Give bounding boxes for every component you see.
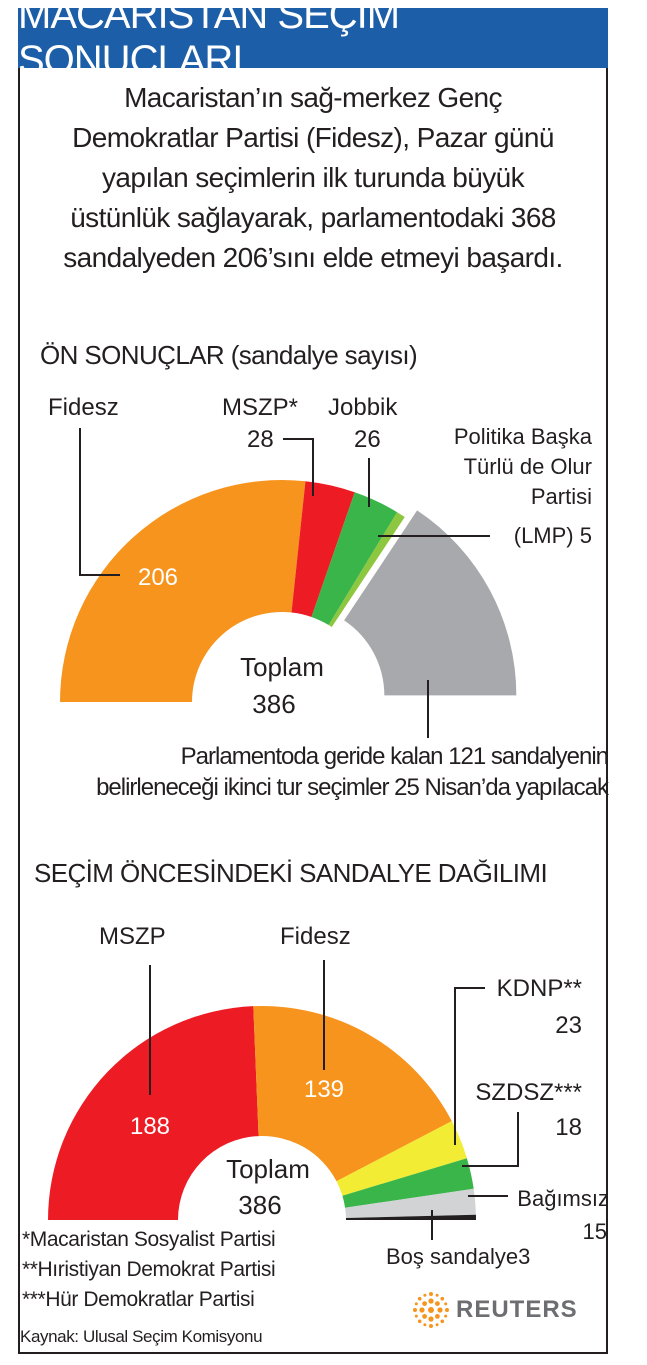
- independent-label: Bağımsız: [517, 1186, 609, 1211]
- fidesz-slice: [60, 480, 306, 702]
- vacant-label: Boş sandalye3: [386, 1244, 530, 1269]
- chart1: [60, 480, 517, 702]
- mszp2-label: MSZP: [99, 923, 166, 950]
- jobbik-label: Jobbik: [328, 394, 398, 421]
- intro-text: Macaristan’ın sağ-merkez Genç Demokratla…: [22, 78, 604, 278]
- lmp-slice: [328, 512, 405, 628]
- graphic-frame: [18, 8, 608, 1354]
- reuters-wordmark: REUTERS: [456, 1296, 578, 1323]
- lmp-label-line: Türlü de Olur: [464, 454, 592, 479]
- reuters-logo: REUTERS: [412, 1291, 578, 1329]
- vacant-slice: [345, 1214, 476, 1220]
- chart2-labels: MSZP Fidesz KDNP** 23 SZDSZ*** 18 Bağıms…: [99, 923, 609, 1269]
- kdnp-slice: [336, 1121, 467, 1196]
- kdnp-value: 23: [555, 1012, 582, 1039]
- fidesz-slice: [253, 1006, 452, 1182]
- lmp-label-line: Politika Başka: [454, 424, 593, 449]
- reuters-dots-icon: [413, 1292, 449, 1328]
- mszp-slice: [48, 1006, 259, 1220]
- mszp-leader-line: [283, 438, 314, 496]
- mszp-slice: [291, 481, 355, 617]
- lmp-label-line: Partisi: [531, 484, 592, 509]
- mszp2-value: 188: [130, 1113, 170, 1140]
- chart1-title: ÖN SONUÇLAR (sandalye sayısı): [40, 340, 418, 370]
- szdsz-value: 18: [555, 1114, 582, 1141]
- intro-line: üstünlük sağlayarak, parlamentodaki 368: [70, 202, 556, 233]
- fidesz-label: Fidesz: [48, 394, 119, 421]
- chart2-center-label: Toplam: [226, 1154, 310, 1184]
- chart1-leader-lines: [79, 428, 490, 738]
- fidesz-leader-line: [79, 428, 120, 576]
- kdnp-leader-line: [454, 987, 485, 1145]
- intro-line: sandalyeden 206’sını elde etmeyi başardı…: [63, 242, 563, 273]
- chart1-labels: Fidesz MSZP* 28 Jobbik 26 Politika Başka…: [48, 394, 611, 801]
- szdsz-leader-line: [462, 1112, 519, 1167]
- footnote: *Macaristan Sosyalist Partisi: [22, 1228, 276, 1251]
- remaining-slice: [344, 510, 517, 696]
- intro-line: Demokratlar Partisi (Fidesz), Pazar günü: [72, 122, 554, 153]
- chart1-center-label: Toplam: [240, 652, 324, 682]
- footnote: **Hıristiyan Demokrat Partisi: [22, 1258, 276, 1281]
- szdsz-label: SZDSZ***: [475, 1079, 582, 1106]
- intro-line: Macaristan’ın sağ-merkez Genç: [124, 82, 502, 113]
- chart1-note-line: Parlamentoda geride kalan 121 sandalyeni…: [181, 743, 608, 770]
- chart1-note-line: belirleneceği ikinci tur seçimler 25 Nis…: [96, 774, 610, 801]
- intro-line: yapılan seçimlerin ilk turunda büyük: [102, 162, 525, 193]
- source-credit: Kaynak: Ulusal Seçim Komisyonu: [20, 1327, 263, 1346]
- chart2-center-total: 386: [238, 1190, 281, 1220]
- mszp-label: MSZP*: [222, 394, 298, 421]
- lmp-label-line: (LMP) 5: [514, 523, 592, 548]
- jobbik-slice: [311, 492, 398, 626]
- szdsz-slice: [342, 1158, 474, 1208]
- fidesz2-value: 139: [304, 1076, 344, 1103]
- independent-value: 15: [583, 1219, 607, 1244]
- chart2: [48, 1006, 476, 1220]
- fidesz2-label: Fidesz: [280, 923, 351, 950]
- fidesz-value: 206: [138, 564, 178, 591]
- chart1-center-total: 386: [252, 689, 295, 719]
- jobbik-value: 26: [354, 426, 381, 453]
- footnotes: *Macaristan Sosyalist Partisi **Hıristiy…: [22, 1225, 276, 1315]
- kdnp-label: KDNP**: [497, 975, 582, 1002]
- chart2-title: SEÇİM ÖNCESİNDEKİ SANDALYE DAĞILIMI: [34, 858, 548, 888]
- chart2-leader-lines: [149, 960, 519, 1240]
- footnote: ***Hür Demokratlar Partisi: [22, 1288, 255, 1311]
- mszp-value: 28: [247, 426, 274, 453]
- independent-slice: [345, 1188, 476, 1218]
